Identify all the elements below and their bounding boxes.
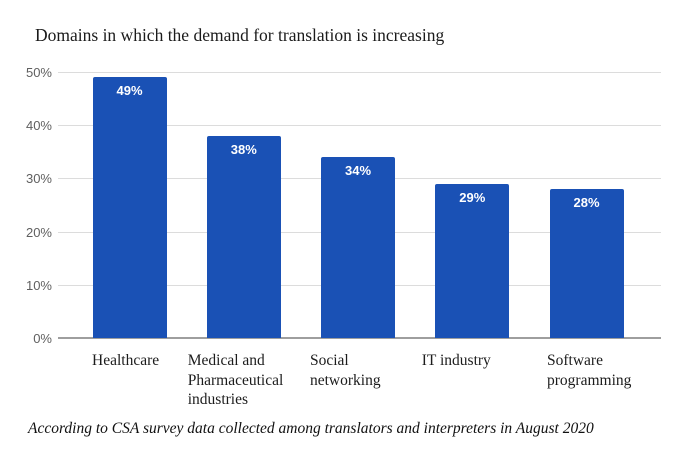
bar-medical-and-pharmaceutical-industries: 38% — [206, 135, 281, 338]
category-label: Software programming — [547, 351, 631, 390]
category-label: Medical and Pharmaceutical industries — [188, 351, 284, 410]
y-tick-label: 10% — [25, 277, 52, 293]
category-label-line: programming — [547, 371, 632, 389]
gridline — [58, 125, 661, 127]
bar-social-networking: 34% — [321, 157, 395, 338]
category-label-line: Healthcare — [92, 352, 160, 369]
y-tick-label: 40% — [25, 118, 52, 134]
bar-value-label: 38% — [230, 141, 257, 157]
category-label: Healthcare — [92, 351, 159, 371]
category-label-line: networking — [310, 371, 381, 389]
category-label-line: industries — [187, 391, 249, 408]
category-label-line: Medical and — [187, 352, 265, 369]
category-label-line: Software — [547, 352, 603, 369]
source-note: According to CSA survey data collected a… — [28, 420, 594, 437]
bar-value-label: 34% — [344, 163, 372, 179]
bar-healthcare: 49% — [92, 77, 167, 338]
category-label: Social networking — [310, 351, 381, 390]
chart-title: Domains in which the demand for translat… — [35, 25, 445, 45]
category-label: IT industry — [422, 351, 491, 371]
x-axis-line — [58, 337, 661, 339]
bar-value-label: 28% — [573, 195, 600, 211]
y-tick-label: 50% — [25, 65, 52, 80]
gridline — [58, 72, 661, 73]
y-tick-label: 0% — [33, 331, 52, 346]
y-tick-label: 30% — [25, 171, 52, 187]
category-label-line: IT industry — [421, 352, 491, 369]
y-tick-label: 20% — [25, 224, 52, 240]
bar-it-industry: 29% — [435, 183, 510, 338]
bar-value-label: 29% — [459, 189, 486, 205]
category-label-line: Social — [310, 352, 349, 369]
bar-value-label: 49% — [116, 83, 143, 99]
bar-software-programming: 28% — [549, 189, 624, 338]
category-label-line: Pharmaceutical — [187, 371, 284, 389]
